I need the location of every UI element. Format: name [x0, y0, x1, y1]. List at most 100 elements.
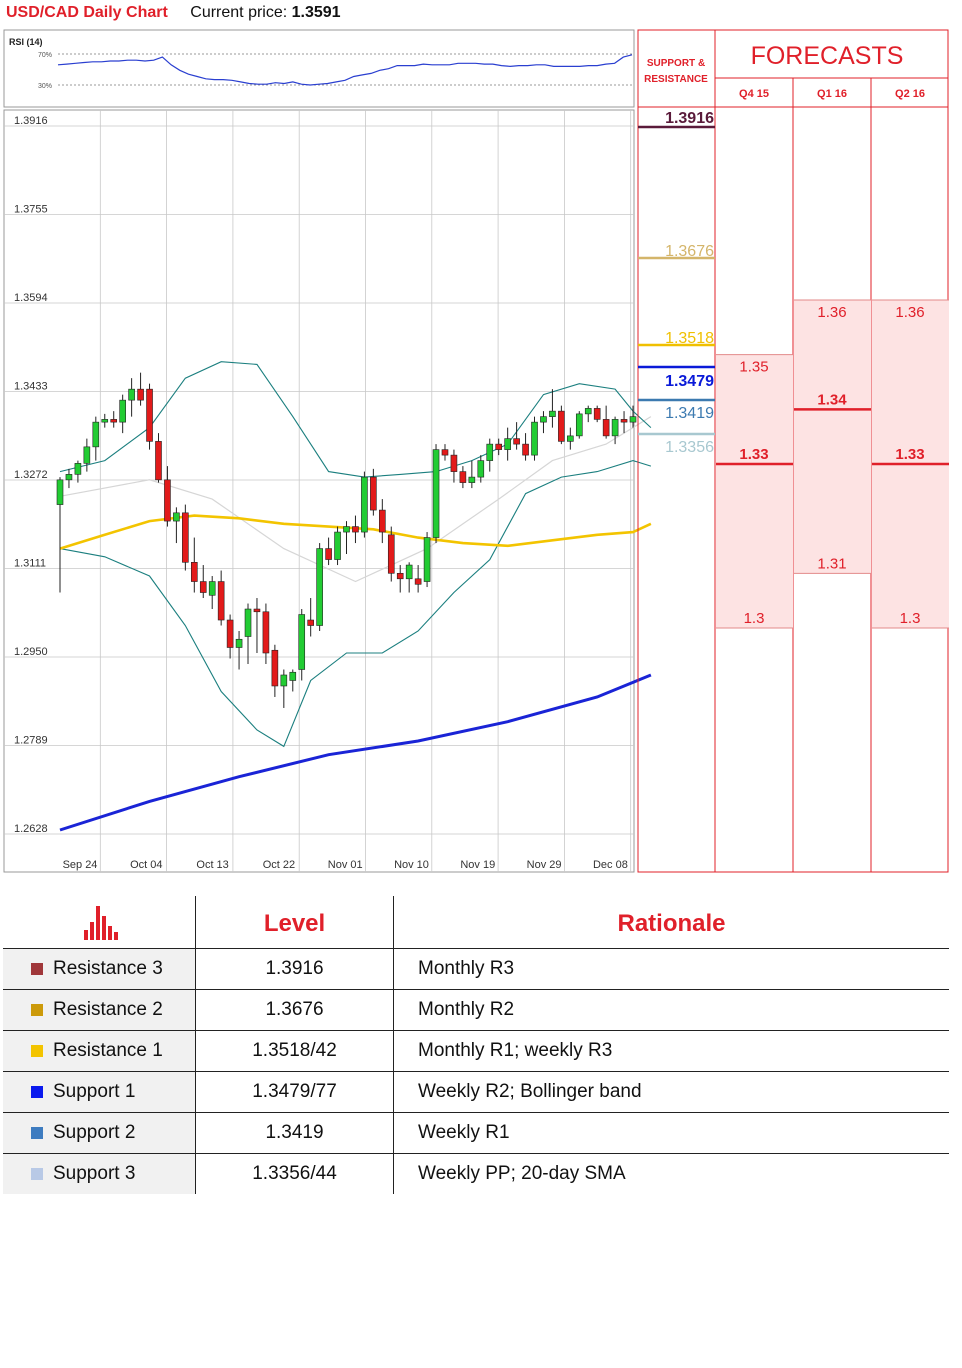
candle-up	[629, 416, 637, 423]
candle-down	[226, 619, 234, 648]
candle-down	[414, 578, 422, 585]
rsi-upper-label: 70%	[38, 52, 52, 59]
x-tick-label: Oct 22	[263, 859, 295, 871]
row-name-cell: Support 2	[3, 1113, 195, 1153]
x-axis-ticks: Sep 24 Oct 04 Oct 13 Oct 22 Nov 01 Nov 10 Nov …	[63, 859, 628, 871]
candle-down	[620, 419, 628, 423]
candle-down	[137, 388, 144, 401]
level-header: Level	[263, 910, 326, 937]
price-plot-frame	[3, 109, 635, 873]
level-swatch	[31, 1127, 43, 1139]
candle-up	[208, 581, 216, 596]
candle-down	[110, 419, 118, 423]
bar-chart-icon	[84, 906, 118, 940]
candle-up	[531, 421, 538, 456]
y-tick-label: 1.3433	[14, 381, 48, 393]
row-name-cell: Resistance 2	[3, 990, 195, 1030]
forecast-column-headers: Q4 15 Q1 16 Q2 16	[739, 88, 925, 100]
rsi-line	[57, 54, 633, 86]
rsi-lower-label: 30%	[38, 83, 52, 90]
candle-down	[522, 443, 529, 456]
candle-up	[549, 410, 556, 417]
sma-200-line	[59, 673, 652, 832]
candle-down	[379, 509, 386, 533]
level-swatch	[31, 1045, 43, 1057]
x-tick-label: Oct 13	[196, 859, 228, 871]
candle-down	[352, 526, 359, 533]
row-rationale: Monthly R3	[418, 958, 515, 979]
sr-level-label: 1.3419	[665, 405, 714, 422]
table-row: Resistance 1 1.3518/42 Monthly R1; weekly …	[3, 1030, 949, 1071]
row-name: Support 3	[53, 1163, 136, 1184]
sr-level-label: 1.3916	[665, 110, 714, 127]
x-tick-label: Nov 29	[527, 859, 562, 871]
price-value: 1.3591	[291, 4, 341, 21]
candle-up	[173, 512, 180, 522]
candle-down	[146, 388, 153, 442]
y-tick-label: 1.2950	[14, 646, 48, 658]
candle-up	[343, 526, 350, 533]
table-divider-2	[393, 896, 394, 1194]
candle-up	[244, 608, 252, 637]
forecast-low-label: 1.3	[744, 610, 765, 627]
candle-up	[477, 460, 485, 478]
forecast-col-header: Q4 15	[739, 88, 769, 100]
x-tick-label: Dec 08	[593, 859, 628, 871]
level-swatch	[31, 1004, 43, 1016]
candle-down	[459, 471, 467, 483]
forecasts-title: FORECASTS	[751, 42, 904, 70]
candle-down	[396, 572, 404, 580]
x-tick-label: Oct 04	[130, 859, 162, 871]
table-row: Support 3 1.3356/44 Weekly PP; 20-day SMA	[3, 1153, 949, 1194]
level-swatch	[31, 1086, 43, 1098]
row-rationale: Monthly R1; weekly R3	[418, 1040, 613, 1061]
forecast-high-label: 1.36	[895, 304, 924, 321]
candle-up	[468, 476, 476, 483]
candle-up	[611, 419, 619, 437]
forecast-high-label: 1.35	[739, 359, 768, 376]
pair-title: USD/CAD Daily Chart	[6, 4, 168, 21]
y-tick-label: 1.3111	[14, 558, 46, 570]
row-rationale: Monthly R2	[418, 999, 515, 1020]
candle-up	[575, 413, 583, 437]
sr-levels: 1.3916 1.3676 1.3518 1.3479 1.3419 1.3356	[638, 110, 715, 456]
candle-up	[298, 614, 306, 670]
candle-down	[182, 512, 189, 563]
candle-up	[119, 399, 126, 423]
candle-up	[101, 419, 109, 423]
candle-down	[271, 649, 279, 687]
row-level: 1.3419	[265, 1122, 324, 1143]
table-row: Resistance 3 1.3916 Monthly R3	[3, 948, 949, 989]
forecast-median-label: 1.33	[739, 446, 768, 463]
forecast-col-header: Q2 16	[895, 88, 925, 100]
sr-level-label: 1.3356	[665, 439, 714, 456]
y-axis-ticks: 1.3916 1.3755 1.3594 1.3433 1.3272 1.3111 1.29…	[14, 115, 48, 835]
row-level: 1.3916	[265, 958, 324, 979]
sr-level-label: 1.3518	[665, 330, 714, 347]
row-rationale: Weekly PP; 20-day SMA	[418, 1163, 626, 1184]
y-tick-label: 1.3916	[14, 115, 48, 127]
candle-up	[432, 449, 440, 538]
x-tick-label: Sep 24	[63, 859, 98, 871]
table-row: Resistance 2 1.3676 Monthly R2	[3, 989, 949, 1030]
row-level: 1.3676	[265, 999, 324, 1020]
candle-up	[83, 446, 91, 464]
rsi-panel	[3, 29, 635, 108]
candle-up	[289, 671, 297, 681]
candle-down	[602, 419, 610, 437]
candle-down	[190, 562, 198, 582]
candle-down	[155, 441, 162, 481]
table-divider-1	[195, 896, 196, 1194]
forecast-columns: 1.35 1.33 1.3 1.36 1.34 1.31 1.36 1.33 1.3	[716, 299, 949, 629]
x-tick-label: Nov 19	[460, 859, 495, 871]
candle-up	[65, 474, 73, 481]
forecast-high-label: 1.36	[817, 304, 846, 321]
candle-down	[325, 548, 332, 560]
candle-up	[128, 388, 135, 401]
row-rationale: Weekly R2; Bollinger band	[418, 1081, 642, 1102]
candle-up	[504, 438, 511, 450]
row-level: 1.3518/42	[252, 1040, 337, 1061]
candlestick-series	[56, 372, 637, 708]
row-name: Resistance 1	[53, 1040, 163, 1061]
y-tick-label: 1.3594	[14, 292, 48, 304]
